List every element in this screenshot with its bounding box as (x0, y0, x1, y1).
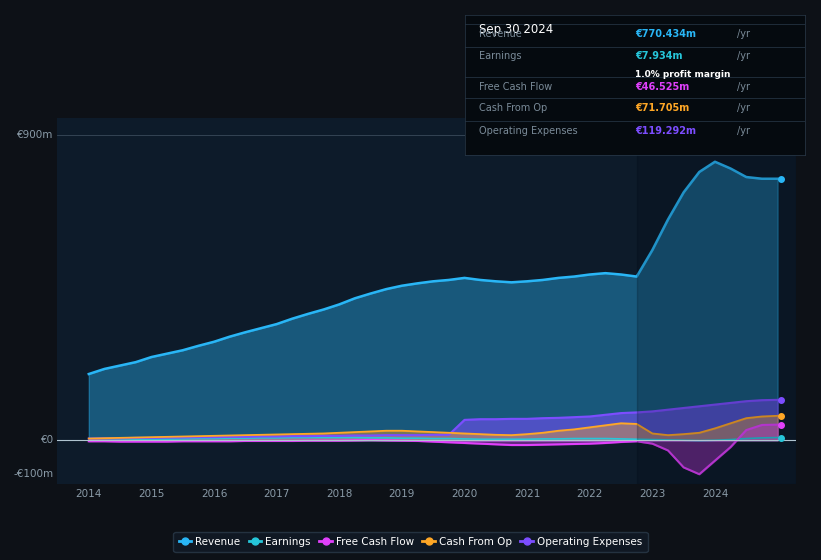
Text: Cash From Op: Cash From Op (479, 103, 547, 113)
Text: €71.705m: €71.705m (635, 103, 690, 113)
Text: Operating Expenses: Operating Expenses (479, 125, 577, 136)
Text: Sep 30 2024: Sep 30 2024 (479, 24, 553, 36)
Text: €0: €0 (41, 435, 54, 445)
Text: €119.292m: €119.292m (635, 125, 696, 136)
Text: /yr: /yr (737, 103, 750, 113)
Legend: Revenue, Earnings, Free Cash Flow, Cash From Op, Operating Expenses: Revenue, Earnings, Free Cash Flow, Cash … (173, 531, 648, 552)
Text: 1.0% profit margin: 1.0% profit margin (635, 69, 731, 78)
Text: /yr: /yr (737, 82, 750, 92)
Text: €7.934m: €7.934m (635, 52, 682, 62)
Text: Free Cash Flow: Free Cash Flow (479, 82, 552, 92)
Text: /yr: /yr (737, 52, 750, 62)
Bar (637, 118, 796, 484)
Text: /yr: /yr (737, 125, 750, 136)
Text: Revenue: Revenue (479, 29, 521, 39)
Text: -€100m: -€100m (14, 469, 54, 479)
Text: Earnings: Earnings (479, 52, 521, 62)
Text: €770.434m: €770.434m (635, 29, 696, 39)
Text: €46.525m: €46.525m (635, 82, 690, 92)
Text: €900m: €900m (17, 129, 54, 139)
Text: /yr: /yr (737, 29, 750, 39)
